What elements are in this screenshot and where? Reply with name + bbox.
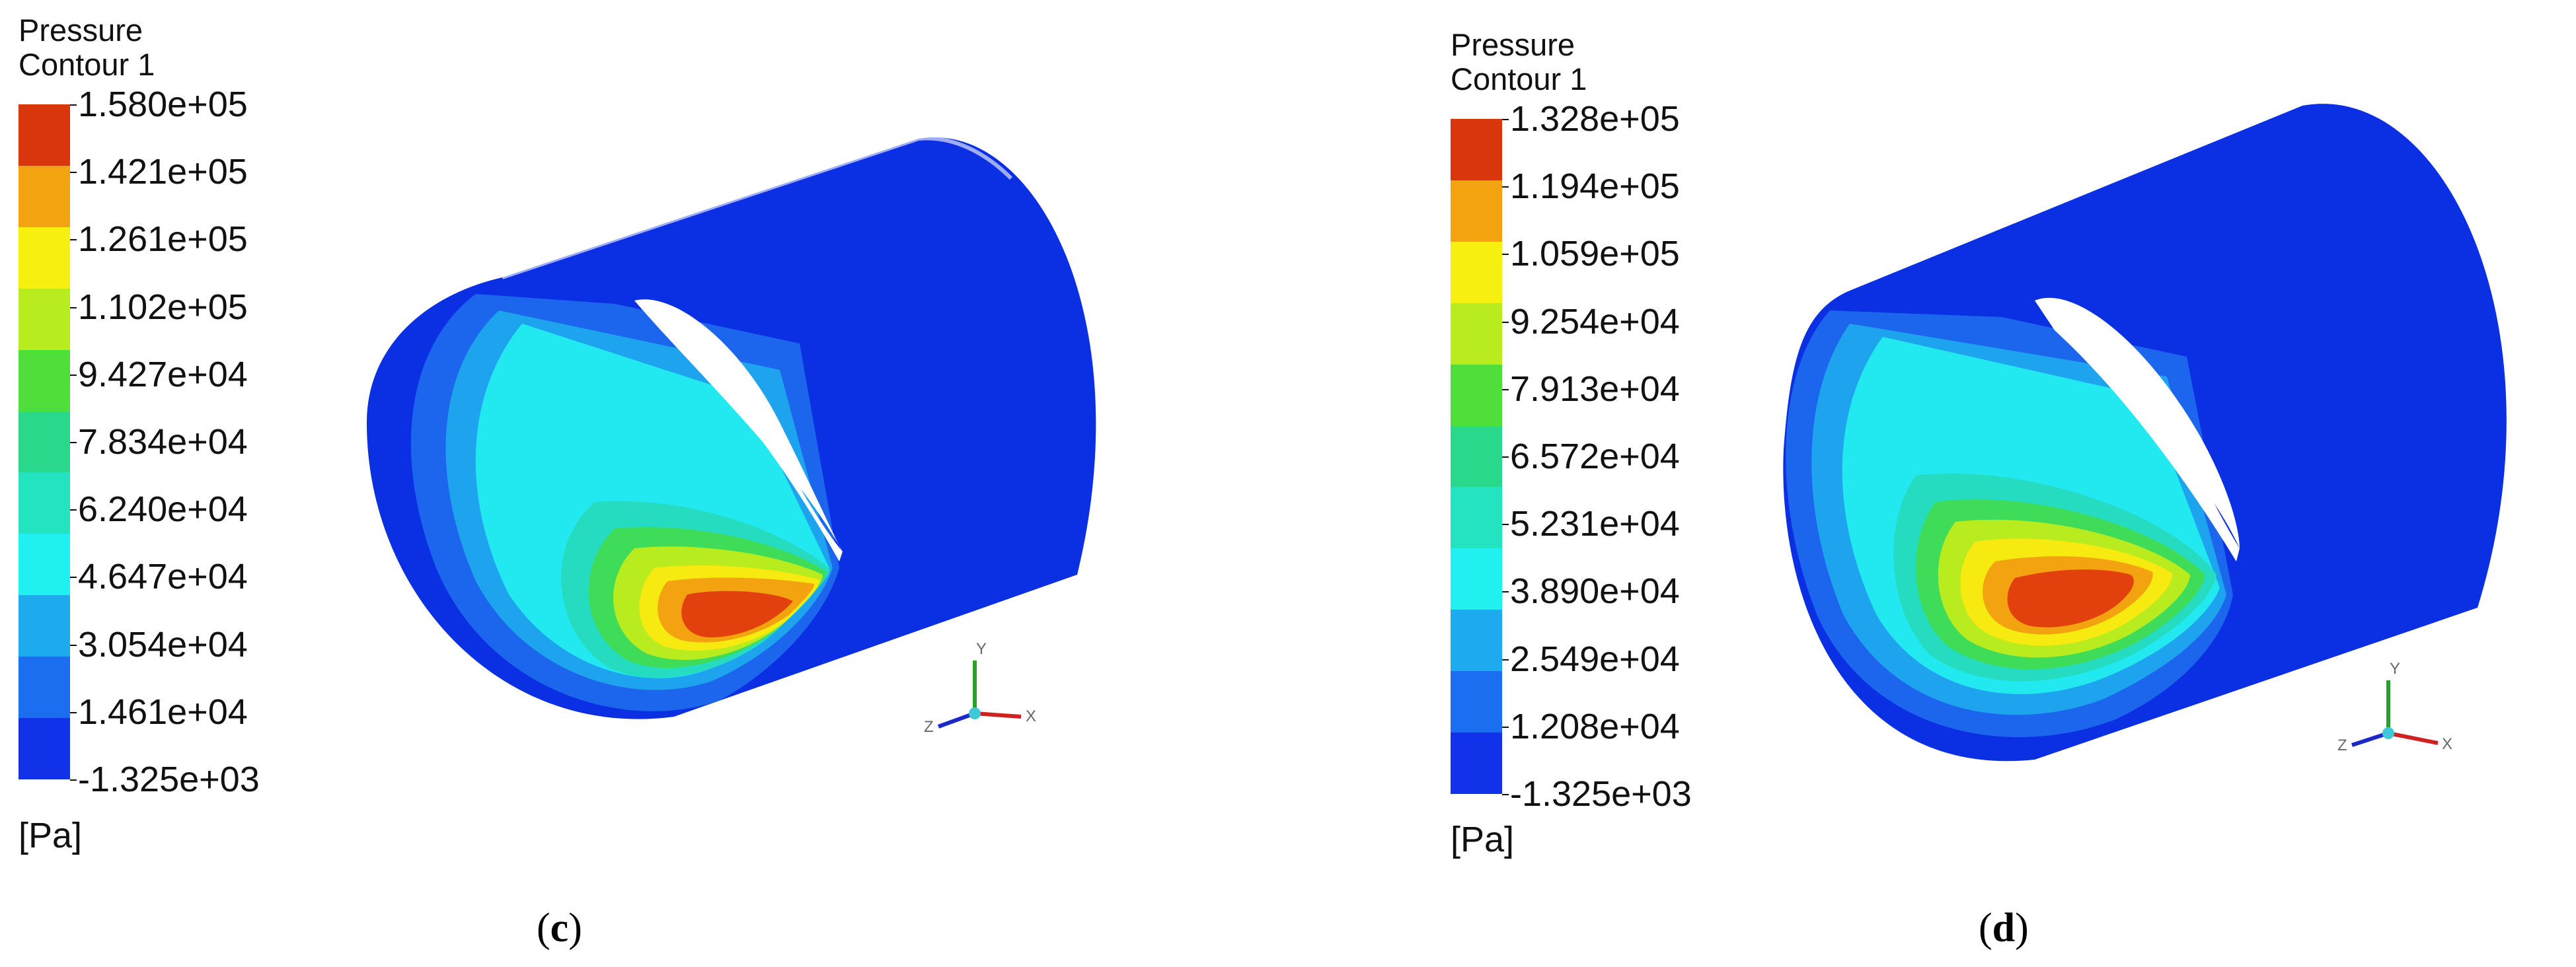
colorbar-segment <box>19 472 70 534</box>
legend-subtitle: Contour 1 <box>19 47 155 82</box>
legend-tick-mark <box>1502 794 1509 795</box>
colorbar-segment <box>1451 303 1502 365</box>
legend-tick-label: 9.254e+04 <box>1510 301 1680 341</box>
legend-tick-mark <box>70 577 77 579</box>
axis-triad: Y X Z <box>924 640 1036 736</box>
legend-tick-mark <box>1502 524 1509 526</box>
legend-tick-mark <box>70 644 77 646</box>
colorbar-segment <box>19 288 70 350</box>
colorbar-segment <box>19 718 70 779</box>
high-pressure-zone <box>681 591 793 637</box>
colorbar-segment <box>19 104 70 166</box>
colorbar-segment <box>19 534 70 596</box>
axis-x-label: X <box>2442 735 2452 753</box>
legend-tick-label: 9.427e+04 <box>78 354 248 394</box>
legend-unit: [Pa] <box>1451 820 1515 859</box>
legend-tick-label: 1.194e+05 <box>1510 166 1680 207</box>
colorbar-segment <box>19 227 70 289</box>
cylinder-contour-view: Y X Z <box>367 136 1096 736</box>
axis-z-label: Z <box>2337 736 2347 754</box>
legend-tick-label: 4.647e+04 <box>78 557 248 597</box>
colorbar-segment <box>1451 671 1502 733</box>
legend-tick-label: 5.231e+04 <box>1510 504 1680 544</box>
colorbar-segment <box>1451 180 1502 242</box>
colorbar-segment <box>19 657 70 719</box>
colorbar-segment <box>19 411 70 473</box>
legend-subtitle: Contour 1 <box>1451 61 1587 96</box>
colorbar-segment <box>1451 425 1502 487</box>
legend-tick-mark <box>1502 321 1509 323</box>
panel-caption: (d) <box>1979 906 2029 950</box>
legend-tick-mark <box>70 239 77 241</box>
legend-tick-label: 7.913e+04 <box>1510 369 1680 409</box>
legend-tick-mark <box>1502 388 1509 390</box>
legend-tick-mark <box>70 779 77 781</box>
axis-x-label: X <box>1026 707 1036 725</box>
contour-panel-d: Pressure Contour 1 1.328e+05 1.194e+05 1.0… <box>1288 0 2576 967</box>
legend-tick-mark <box>70 442 77 443</box>
legend-unit: [Pa] <box>19 816 83 855</box>
legend-tick-label: 1.102e+05 <box>78 287 248 327</box>
legend-tick-label: 1.328e+05 <box>1510 99 1680 139</box>
legend-tick-label: 3.054e+04 <box>78 624 248 664</box>
legend-tick-mark <box>1502 254 1509 256</box>
legend-tick-label: 6.572e+04 <box>1510 437 1680 476</box>
legend-title: Pressure <box>19 13 143 48</box>
colorbar-segment <box>1451 733 1502 794</box>
legend-tick-label: 1.261e+05 <box>78 219 248 260</box>
colorbar-segment <box>1451 548 1502 610</box>
legend-tick-mark <box>70 711 77 713</box>
legend-tick-mark <box>1502 119 1509 120</box>
legend-tick-label: 6.240e+04 <box>78 489 248 530</box>
legend-tick-label: 1.059e+05 <box>1510 234 1680 274</box>
legend-title: Pressure <box>1451 27 1575 62</box>
colorbar-segment <box>1451 241 1502 303</box>
legend-tick-label: 1.208e+04 <box>1510 706 1680 746</box>
legend-tick-mark <box>1502 591 1509 593</box>
panel-caption: (c) <box>537 906 582 950</box>
colorbar-segment <box>1451 487 1502 549</box>
legend-tick-label: -1.325e+03 <box>78 760 260 799</box>
legend-tick-label: -1.325e+03 <box>1510 774 1692 814</box>
contour-panel-c: Pressure Contour 1 1.580e+05 1.421e+05 1.2… <box>19 13 1096 950</box>
legend-tick-label: 1.421e+05 <box>78 152 248 192</box>
colorbar-segment <box>1451 119 1502 180</box>
legend-tick-mark <box>70 509 77 511</box>
axis-z-label: Z <box>924 718 934 736</box>
colorbar-segment <box>1451 364 1502 426</box>
legend-tick-mark <box>70 104 77 106</box>
high-pressure-zone <box>2007 569 2134 627</box>
cylinder-rim-highlight <box>502 136 1013 279</box>
legend-tick-mark <box>1502 659 1509 661</box>
legend-tick-label: 3.890e+04 <box>1510 571 1680 612</box>
axis-triad: Y X Z <box>2337 660 2452 754</box>
legend-tick-label: 1.461e+04 <box>78 692 248 732</box>
axis-y-label: Y <box>2390 660 2400 678</box>
legend-tick-mark <box>70 172 77 174</box>
legend-tick-label: 2.549e+04 <box>1510 639 1680 679</box>
colorbar-segment <box>19 349 70 412</box>
colorbar-segment <box>19 165 70 227</box>
axis-y-label: Y <box>976 640 987 658</box>
cylinder-contour-view: Y X Z <box>1783 104 2507 762</box>
legend-tick-mark <box>1502 726 1509 728</box>
legend-colorbar <box>1451 119 1502 794</box>
legend-tick-mark <box>1502 186 1509 188</box>
legend-tick-label: 7.834e+04 <box>78 422 248 462</box>
colorbar-segment <box>1451 610 1502 672</box>
legend-tick-label: 1.580e+05 <box>78 85 248 124</box>
legend-tick-mark <box>1502 456 1509 458</box>
colorbar-segment <box>19 595 70 657</box>
legend-tick-mark <box>70 306 77 308</box>
legend-colorbar <box>19 104 70 779</box>
legend-tick-mark <box>70 374 77 376</box>
